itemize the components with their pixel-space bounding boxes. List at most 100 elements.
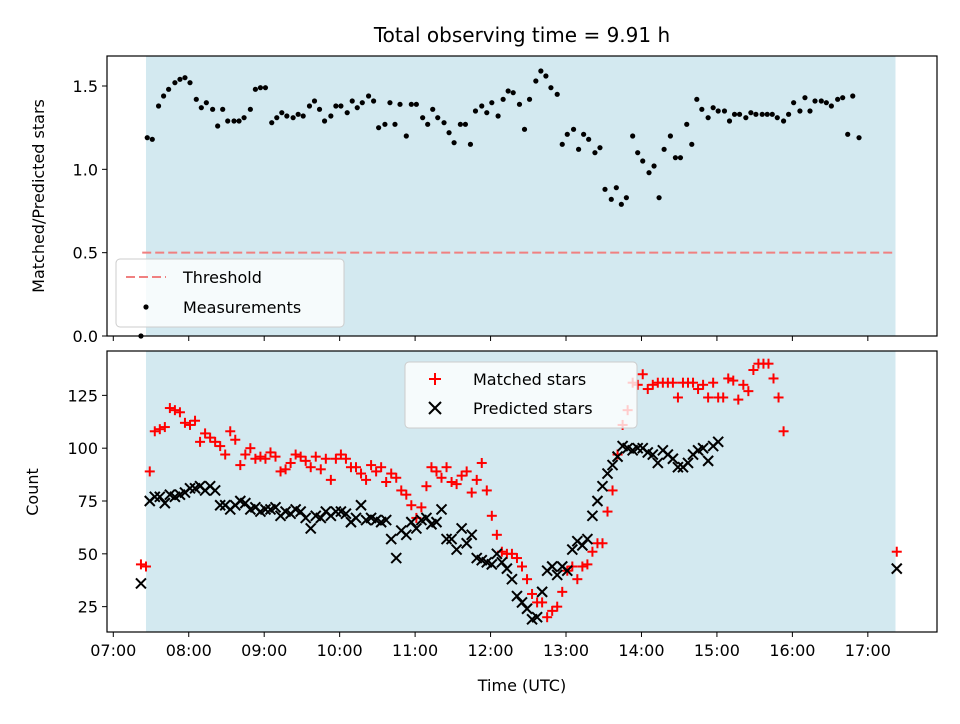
predicted-stars-point [465, 529, 478, 541]
matched-stars-point [723, 373, 734, 384]
predicted-stars-point [259, 503, 272, 516]
predicted-stars-point [455, 522, 468, 535]
measurement-point [495, 113, 501, 119]
matched-stars-point [421, 481, 432, 492]
measurement-point [791, 100, 797, 106]
measurement-point [262, 85, 269, 91]
measurement-point [759, 111, 765, 117]
predicted-stars-point [506, 573, 518, 585]
measurement-point [236, 118, 242, 124]
measurement-point [210, 106, 216, 112]
measurement-point [812, 98, 818, 104]
matched-stars-point [169, 405, 180, 416]
measurement-point [193, 96, 199, 102]
legend-predicted-swatch [428, 401, 442, 415]
predicted-stars-point [682, 457, 694, 469]
measurement-point [726, 118, 733, 124]
predicted-stars-point [647, 448, 659, 461]
measurement-point [446, 130, 452, 136]
measurement-point [155, 103, 162, 109]
predicted-stars-point [521, 603, 533, 615]
bottom-panel-y-ticks: 25 50 75 100 125 [67, 386, 107, 617]
predicted-stars-point [430, 516, 443, 528]
matched-stars-point [537, 597, 548, 608]
measurement-point [818, 98, 824, 104]
matched-stars-point [320, 453, 331, 464]
measurement-point [533, 78, 539, 84]
predicted-stars-point [631, 442, 644, 454]
measurement-point [274, 115, 280, 121]
measurement-point [510, 90, 516, 96]
matched-stars-point [200, 428, 211, 439]
x-tick-label: 14:00 [618, 641, 664, 660]
matched-stars-point [315, 464, 326, 475]
matched-stars-point [718, 392, 729, 403]
bottom-panel-frame [106, 350, 938, 633]
matched-stars-point [159, 422, 170, 433]
predicted-stars-point [390, 552, 402, 564]
measurement-point [403, 133, 409, 139]
measurement-point [349, 98, 355, 104]
matched-stars-point [255, 451, 266, 462]
predicted-stars-point [460, 537, 473, 549]
x-tick-label: 11:00 [392, 641, 438, 660]
measurement-point [743, 115, 749, 121]
matched-stars-point [300, 455, 311, 466]
measurement-point [548, 85, 554, 91]
matched-stars-point [582, 559, 593, 570]
matched-stars-point [743, 386, 754, 397]
x-tick-label: 17:00 [845, 641, 891, 660]
matched-stars-point [511, 553, 522, 564]
matched-stars-point [210, 436, 221, 447]
measurement-point [656, 195, 662, 201]
predicted-stars-point [149, 491, 161, 503]
measurement-point [387, 100, 393, 106]
matched-stars-point [285, 457, 296, 468]
measurement-point [198, 105, 204, 111]
matched-stars-point [517, 561, 527, 572]
matched-stars-point [577, 561, 588, 572]
measurement-point [257, 85, 264, 91]
measurement-point [748, 110, 754, 116]
matched-stars-point [245, 443, 256, 454]
measurement-point [359, 100, 365, 106]
matched-stars-point [260, 453, 271, 464]
matched-stars-point [310, 451, 321, 462]
measurement-point [479, 103, 485, 109]
matched-stars-point [506, 548, 517, 559]
measurement-point [684, 121, 690, 127]
predicted-stars-point [135, 577, 147, 590]
matched-stars-point [179, 417, 190, 428]
matched-stars-point [768, 373, 779, 384]
predicted-stars-point [330, 505, 342, 518]
measurement-point [321, 118, 328, 124]
measurement-point [382, 121, 388, 127]
predicted-stars-point [551, 569, 563, 581]
predicted-stars-point [652, 457, 664, 469]
matched-stars-point [728, 375, 739, 386]
legend-matched-label: Matched stars [473, 370, 586, 389]
measurement-point [472, 108, 479, 114]
predicted-stars-point [355, 499, 367, 511]
matched-stars-point [361, 474, 372, 485]
matched-stars-point [527, 588, 538, 599]
measurement-point [295, 111, 301, 117]
matched-stars-point [461, 466, 472, 477]
measurement-point [774, 115, 780, 121]
matched-stars-point [195, 436, 206, 447]
matched-stars-point [396, 485, 407, 496]
matched-stars-point [235, 460, 246, 471]
matched-stars-point [446, 476, 457, 487]
measurement-point [316, 106, 323, 112]
measurement-point [618, 201, 624, 207]
matched-stars-point [290, 449, 301, 460]
predicted-stars-point [305, 522, 317, 535]
matched-stars-point [149, 426, 160, 437]
bottom-legend: Matched stars Predicted stars [404, 361, 638, 429]
matched-stars-point [491, 529, 502, 540]
measurement-point [392, 121, 398, 127]
matched-stars-point [280, 464, 291, 475]
predicted-stars-point [491, 548, 503, 560]
measurement-point [328, 113, 334, 119]
predicted-stars-point [214, 499, 226, 511]
